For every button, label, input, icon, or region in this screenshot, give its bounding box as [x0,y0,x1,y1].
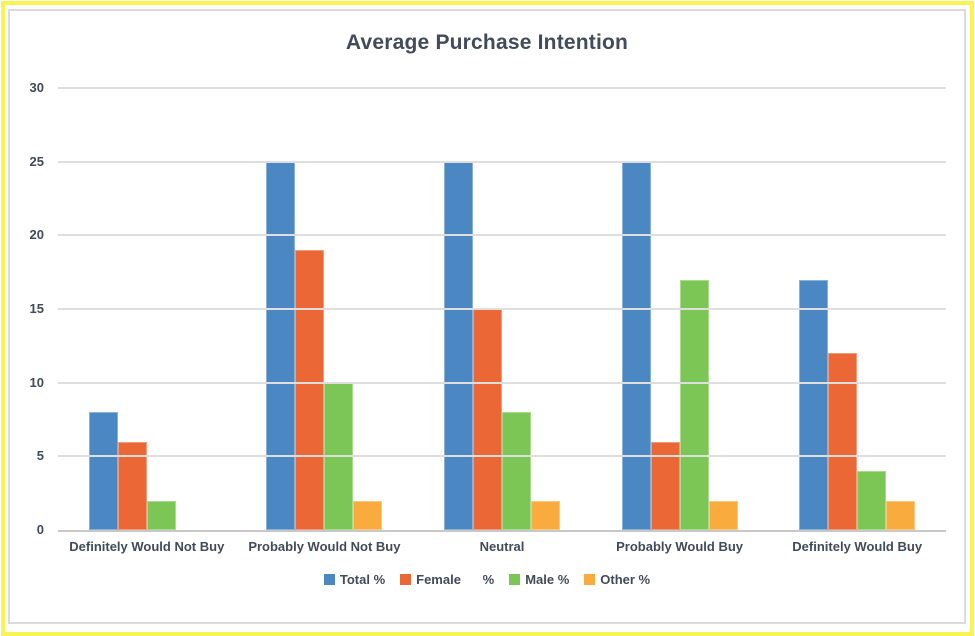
y-tick-label-10: 10 [29,374,44,390]
x-category-label: Neutral [479,539,525,554]
y-tick-label-30: 30 [29,80,44,95]
gridline-20 [58,234,946,237]
bar-female-3 [472,309,502,530]
legend-item-other: Other % [584,572,650,587]
bar-total-5 [799,279,829,530]
legend-swatch-other [584,574,596,585]
bar-total-2 [266,161,296,530]
bar-other-4 [708,500,738,530]
x-category-cell-4: Probably Would Buy [591,539,769,559]
gridline-5 [58,455,946,458]
bar-female-5 [828,353,858,530]
legend-label-other: Other % [600,572,651,587]
legend-label-female: Female % [416,572,495,587]
bar-groups [58,88,946,530]
x-category-cell-5: Definitely Would Buy [768,539,946,559]
legend-label-male: Male % [525,572,570,587]
y-tick-label-0: 0 [36,522,44,537]
bar-group-3 [413,88,591,530]
gridline-10 [58,381,946,384]
y-axis-labels: 0 5 10 15 20 25 30 [10,80,52,537]
legend-item-total: Total % [323,572,386,587]
gridline-15 [58,308,946,310]
bar-group-4 [591,88,769,530]
bar-total-3 [443,161,473,530]
legend-item-female: Female % [400,572,494,587]
legend-label-total: Total % [339,572,386,587]
x-category-cell-1: Definitely Would Not Buy [58,539,236,559]
legend-item-male: Male % [509,572,569,587]
gridline-30 [58,87,946,89]
bar-other-2 [353,500,383,530]
bar-male-4 [679,279,709,530]
bar-male-1 [146,500,176,530]
chart-legend: Total % Female % Male % Other % [10,572,964,587]
x-axis-labels: Definitely Would Not Buy Probably Would N… [58,539,946,559]
x-category-label: Probably Would Not Buy [248,539,401,554]
legend-swatch-total [323,574,335,585]
y-tick-label-5: 5 [36,448,44,464]
y-tick-label-25: 25 [29,153,44,169]
bar-other-3 [530,500,560,530]
legend-swatch-male [509,574,521,585]
plot-area [58,87,946,532]
bar-other-5 [886,500,916,530]
chart-frame: Average Purchase Intention 0 5 10 15 20 25 30 … [8,9,966,624]
bar-group-2 [236,88,414,530]
y-tick-label-15: 15 [29,301,44,316]
x-category-label: Definitely Would Not Buy [69,539,225,554]
bar-total-1 [88,412,118,530]
bar-male-3 [501,412,531,530]
gridline-25 [58,160,946,163]
x-category-cell-2: Probably Would Not Buy [236,539,414,559]
legend-swatch-female [400,574,412,585]
x-category-label: Probably Would Buy [616,539,744,554]
chart-title: Average Purchase Intention [345,31,629,54]
bar-female-2 [295,250,325,530]
x-category-label: Definitely Would Buy [792,539,923,554]
x-category-cell-3: Neutral [413,539,591,559]
bar-total-4 [621,161,651,530]
y-tick-label-20: 20 [29,227,44,243]
bar-male-5 [857,471,887,530]
